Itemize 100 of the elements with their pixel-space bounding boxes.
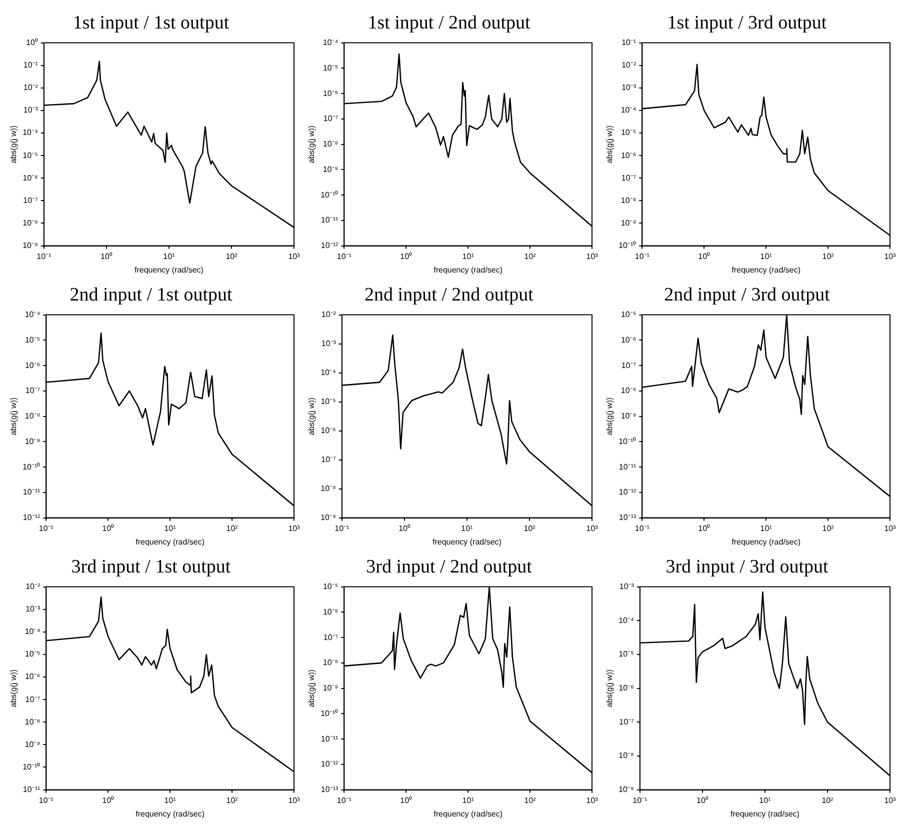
y-tick-label: 10⁻⁷: [23, 196, 38, 205]
y-tick-label: 10⁻⁶: [320, 426, 336, 436]
y-tick-label: 10⁻⁹: [24, 436, 40, 446]
x-axis-title: frequency (rad/sec): [732, 537, 801, 546]
x-tick-label: 10¹: [164, 524, 176, 533]
y-tick-label: 10⁻⁷: [25, 694, 40, 704]
y-tick-label: 10⁻¹⁰: [618, 241, 636, 250]
y-tick-label: 10⁻⁵: [322, 582, 338, 592]
y-tick-label: 10⁻³: [619, 582, 634, 592]
y-axis-title: abs(g(j w)): [605, 397, 614, 436]
chart-title: 3rd input / 1st output: [71, 556, 232, 578]
y-tick-label: 10⁻¹⁰: [22, 462, 40, 472]
y-tick-label: 10⁻⁴: [22, 128, 38, 138]
y-tick-label: 10⁻⁵: [620, 128, 636, 138]
y-tick-label: 10⁻¹⁰: [320, 190, 338, 200]
y-axis-title: abs(g(j w)): [9, 397, 18, 436]
y-tick-label: 10⁻⁴: [24, 310, 41, 320]
y-tick-label: 10⁻⁹: [620, 218, 636, 228]
y-tick-label: 10⁻⁵: [320, 397, 336, 406]
y-tick-label: 10⁻⁷: [621, 173, 636, 182]
y-tick-label: 10⁻⁴: [322, 38, 339, 48]
y-tick-label: 10⁻⁵: [322, 63, 338, 72]
x-tick-label: 10⁰: [400, 252, 412, 261]
x-tick-label: 10³: [288, 524, 300, 533]
x-tick-label: 10²: [226, 252, 238, 261]
x-axis-title: frequency (rad/sec): [732, 265, 801, 274]
x-tick-label: 10²: [822, 252, 834, 261]
y-axis-title: abs(g(j w)): [605, 669, 614, 708]
x-tick-label: 10⁰: [696, 796, 708, 805]
y-tick-label: 10⁻⁵: [618, 650, 634, 659]
y-tick-label: 10⁻¹²: [618, 488, 636, 497]
y-tick-label: 10⁻⁶: [322, 607, 338, 616]
y-tick-label: 10⁻²: [26, 582, 40, 592]
y-tick-label: 10⁻²: [622, 60, 636, 70]
chart-title: 1st input / 2nd output: [368, 12, 531, 34]
x-tick-label: 10⁻¹: [334, 524, 350, 533]
x-tick-label: 10³: [884, 524, 896, 533]
y-tick-label: 10⁻⁵: [24, 335, 40, 344]
y-tick-label: 10⁻⁵: [22, 150, 38, 160]
y-tick-label: 10⁻¹²: [320, 760, 338, 769]
x-tick-label: 10⁰: [698, 524, 710, 533]
y-tick-label: 10⁻⁵: [24, 650, 40, 659]
y-tick-label: 10⁻⁸: [24, 412, 40, 421]
y-tick-label: 10⁻⁷: [621, 360, 636, 370]
y-axis-title: abs(g(j w)): [9, 125, 18, 164]
x-axis-title: frequency (rad/sec): [434, 809, 503, 818]
y-tick-label: 10⁻³: [26, 604, 40, 614]
y-tick-label: 10⁻¹⁰: [618, 436, 636, 446]
y-tick-label: 10⁻⁶: [620, 335, 636, 344]
y-tick-label: 10⁻²: [23, 83, 38, 92]
y-tick-label: 10⁻⁹: [618, 785, 634, 794]
y-tick-label: 10⁻³: [321, 339, 336, 348]
x-tick-label: 10¹: [462, 252, 474, 261]
y-tick-label: 10⁻³: [23, 106, 38, 115]
chart-title: 3rd input / 3rd output: [666, 556, 829, 578]
y-tick-label: 10⁻⁸: [620, 386, 636, 396]
x-axis-title: frequency (rad/sec): [434, 265, 503, 274]
y-tick-label: 10⁻⁸: [322, 140, 338, 149]
x-axis-title: frequency (rad/sec): [136, 809, 205, 818]
y-tick-label: 10⁻⁹: [322, 684, 338, 693]
y-tick-label: 10⁰: [26, 38, 38, 48]
x-axis-title: frequency (rad/sec): [134, 265, 204, 274]
y-tick-label: 10⁻⁷: [323, 114, 338, 124]
x-tick-label: 10¹: [759, 796, 772, 805]
x-tick-label: 10⁻¹: [336, 796, 352, 805]
x-tick-label: 10¹: [760, 524, 772, 533]
y-tick-label: 10⁻⁶: [24, 672, 40, 682]
y-tick-label: 10⁻⁸: [320, 484, 336, 494]
y-tick-label: 10⁻¹⁰: [320, 708, 338, 718]
x-tick-label: 10⁻¹: [38, 524, 54, 533]
y-tick-label: 10⁻⁴: [320, 368, 336, 378]
y-tick-label: 10⁻¹⁰: [22, 762, 40, 772]
chart-title: 1st input / 1st output: [72, 12, 230, 34]
x-tick-label: 10³: [288, 796, 300, 805]
y-tick-label: 10⁻⁸: [22, 218, 38, 228]
y-tick-label: 10⁻⁸: [618, 751, 634, 760]
y-tick-label: 10⁻¹: [622, 38, 636, 48]
x-tick-label: 10⁻¹: [336, 252, 352, 261]
x-tick-label: 10²: [524, 796, 536, 805]
x-tick-label: 10¹: [760, 252, 772, 261]
y-tick-label: 10⁻⁷: [321, 455, 336, 464]
x-tick-label: 10²: [524, 524, 536, 533]
y-tick-label: 10⁻⁹: [322, 164, 338, 174]
x-tick-label: 10²: [226, 524, 238, 533]
y-tick-label: 10⁻⁷: [619, 717, 634, 726]
x-tick-label: 10³: [884, 252, 896, 261]
x-tick-label: 10³: [288, 252, 300, 261]
y-tick-label: 10⁻¹¹: [22, 785, 40, 794]
x-tick-label: 10⁰: [100, 252, 112, 261]
chart-title: 3rd input / 2nd output: [366, 556, 533, 578]
y-axis-title: abs(g(j w)): [307, 397, 316, 436]
y-tick-label: 10⁻⁹: [24, 740, 40, 749]
y-tick-label: 10⁻⁷: [323, 632, 338, 642]
chart-title: 1st input / 3rd output: [667, 12, 828, 34]
x-tick-label: 10⁰: [102, 524, 114, 533]
x-tick-label: 10⁰: [102, 796, 114, 805]
y-tick-label: 10⁻²: [321, 310, 336, 320]
y-tick-label: 10⁻⁴: [618, 616, 634, 625]
y-tick-label: 10⁻¹¹: [320, 216, 338, 225]
y-axis-title: abs(g(j w)): [307, 669, 316, 708]
